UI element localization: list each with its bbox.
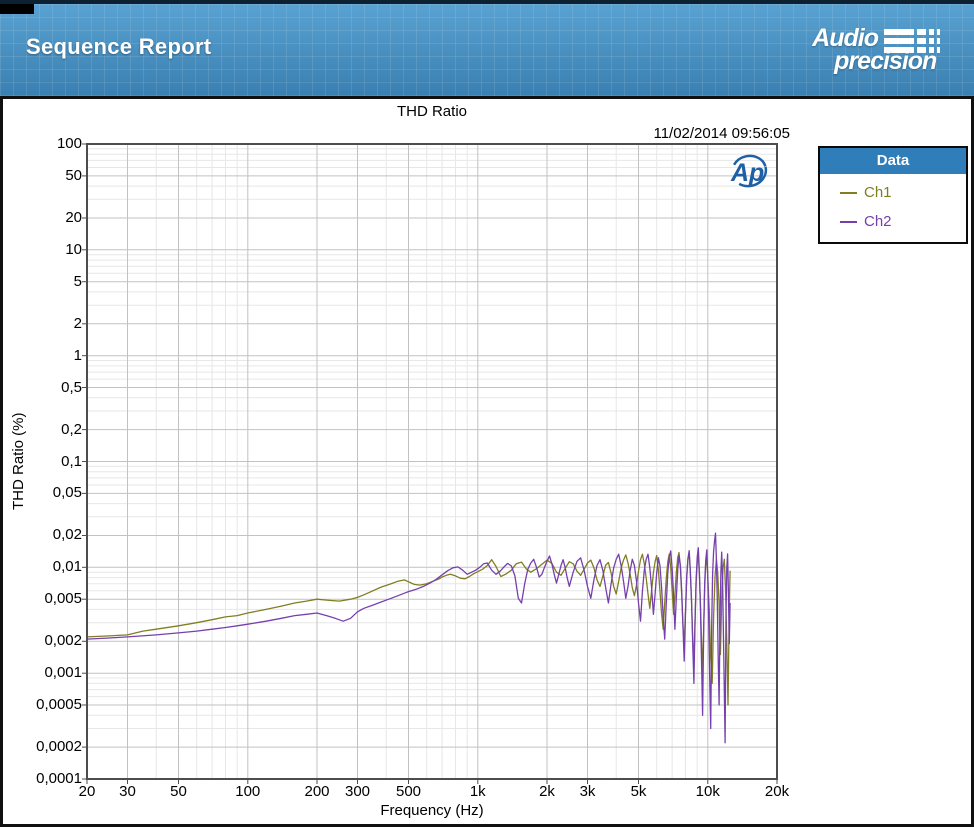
y-tick-label: 50 [65,166,82,184]
y-tick-label: 0,02 [52,526,82,544]
y-tick-label: 0,1 [61,452,82,470]
y-tick-label: 5 [73,272,82,290]
x-tick-label: 20k [764,783,790,800]
y-tick-label: 0,5 [61,378,82,396]
axis-tick-marks [82,143,778,784]
x-tick-label: 100 [235,783,261,800]
y-tick-label: 0,0002 [36,738,82,756]
report-header: Sequence Report Audio precision [0,0,974,96]
legend-entry-ch1: Ch1 [840,178,966,207]
logo-bars-icon [884,29,940,53]
report-body: THD Ratio 11/02/2014 09:56:05 Data Ch1 Ch… [0,96,974,827]
x-tick-label: 10k [695,783,720,800]
legend-label: Ch2 [864,213,892,230]
ap-watermark-icon: Ap [730,154,768,188]
y-tick-label: 10 [65,240,82,258]
y-tick-label: 0,005 [44,590,82,608]
grid-major [87,144,777,779]
y-tick-label: 0,01 [52,558,82,576]
legend-entries: Ch1 Ch2 [820,174,966,242]
audio-precision-logo: Audio precision [812,26,940,74]
y-axis-tick-labels: 100 50 20 10 5 2 1 0,5 0,2 0,1 0,05 0,02 0,01 0,005 0,… [3,135,82,787]
y-tick-label: 20 [65,208,82,226]
legend-line-swatch [840,220,857,223]
x-axis-tick-labels: 20 30 50 100 200 300 500 1k 2k 3k 5k 10k 20k [79,783,789,803]
x-tick-label: 5k [630,783,647,800]
logo-word-audio: Audio [812,24,879,52]
page-title: Sequence Report [26,34,212,59]
y-tick-label: 0,2 [61,420,82,438]
legend-line-swatch [840,191,857,194]
x-tick-label: 20 [78,783,96,800]
y-tick-label: 1 [73,346,82,364]
logo-word-precision: precision [834,47,937,75]
timestamp: 11/02/2014 09:56:05 [653,125,790,142]
series-ch2-path [86,532,731,744]
y-tick-label: 0,0001 [36,770,82,787]
y-tick-label: 0,002 [44,632,82,650]
x-tick-label: 200 [304,783,330,800]
window-corner-patch [0,4,34,14]
ap-watermark-text: Ap [730,159,764,187]
x-axis-title: Frequency (Hz) [380,802,484,819]
plot-area: Ap [82,143,778,784]
x-tick-label: 500 [396,783,422,800]
y-tick-label: 0,001 [44,664,82,682]
thd-plot-svg: Ap [82,143,778,784]
chart-title: THD Ratio [396,103,467,120]
y-tick-label: 0,05 [52,484,82,502]
x-tick-label: 3k [579,783,596,800]
x-tick-label: 2k [539,783,555,800]
x-tick-label: 30 [119,783,136,800]
y-tick-label: 0,0005 [36,696,82,714]
y-tick-label: 2 [73,314,82,332]
legend-label: Ch1 [864,184,892,201]
x-tick-label: 300 [344,783,371,800]
x-tick-label: 1k [469,783,486,800]
legend-box: Data Ch1 Ch2 [818,146,968,244]
x-tick-label: 50 [170,783,187,800]
y-tick-label: 100 [56,135,82,152]
legend-entry-ch2: Ch2 [840,207,966,236]
legend-header: Data [820,148,966,174]
